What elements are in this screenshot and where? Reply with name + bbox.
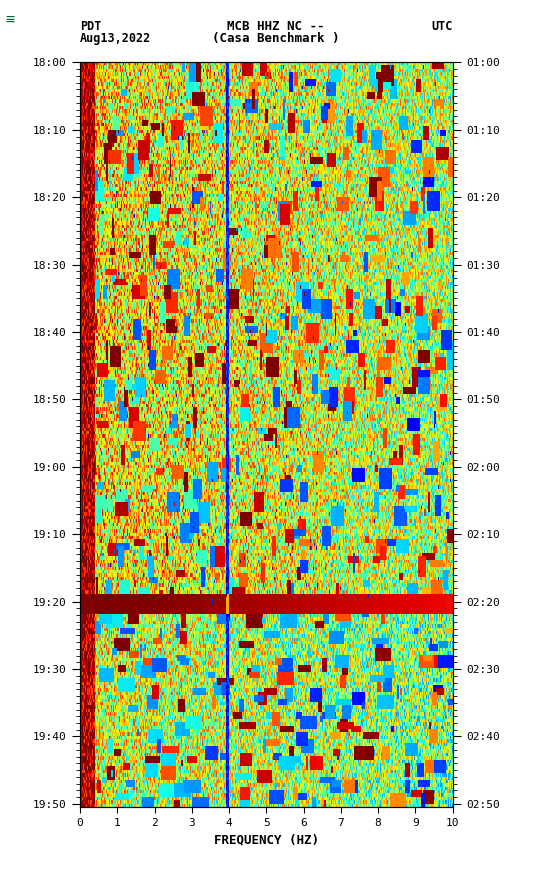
Text: USGS: USGS <box>8 12 47 26</box>
Text: PDT: PDT <box>80 20 102 33</box>
X-axis label: FREQUENCY (HZ): FREQUENCY (HZ) <box>214 833 319 847</box>
Text: (Casa Benchmark ): (Casa Benchmark ) <box>213 31 339 45</box>
Text: UTC: UTC <box>431 20 453 33</box>
Text: ≡: ≡ <box>6 12 15 27</box>
Text: Aug13,2022: Aug13,2022 <box>80 31 151 45</box>
Text: MCB HHZ NC --: MCB HHZ NC -- <box>227 20 325 33</box>
